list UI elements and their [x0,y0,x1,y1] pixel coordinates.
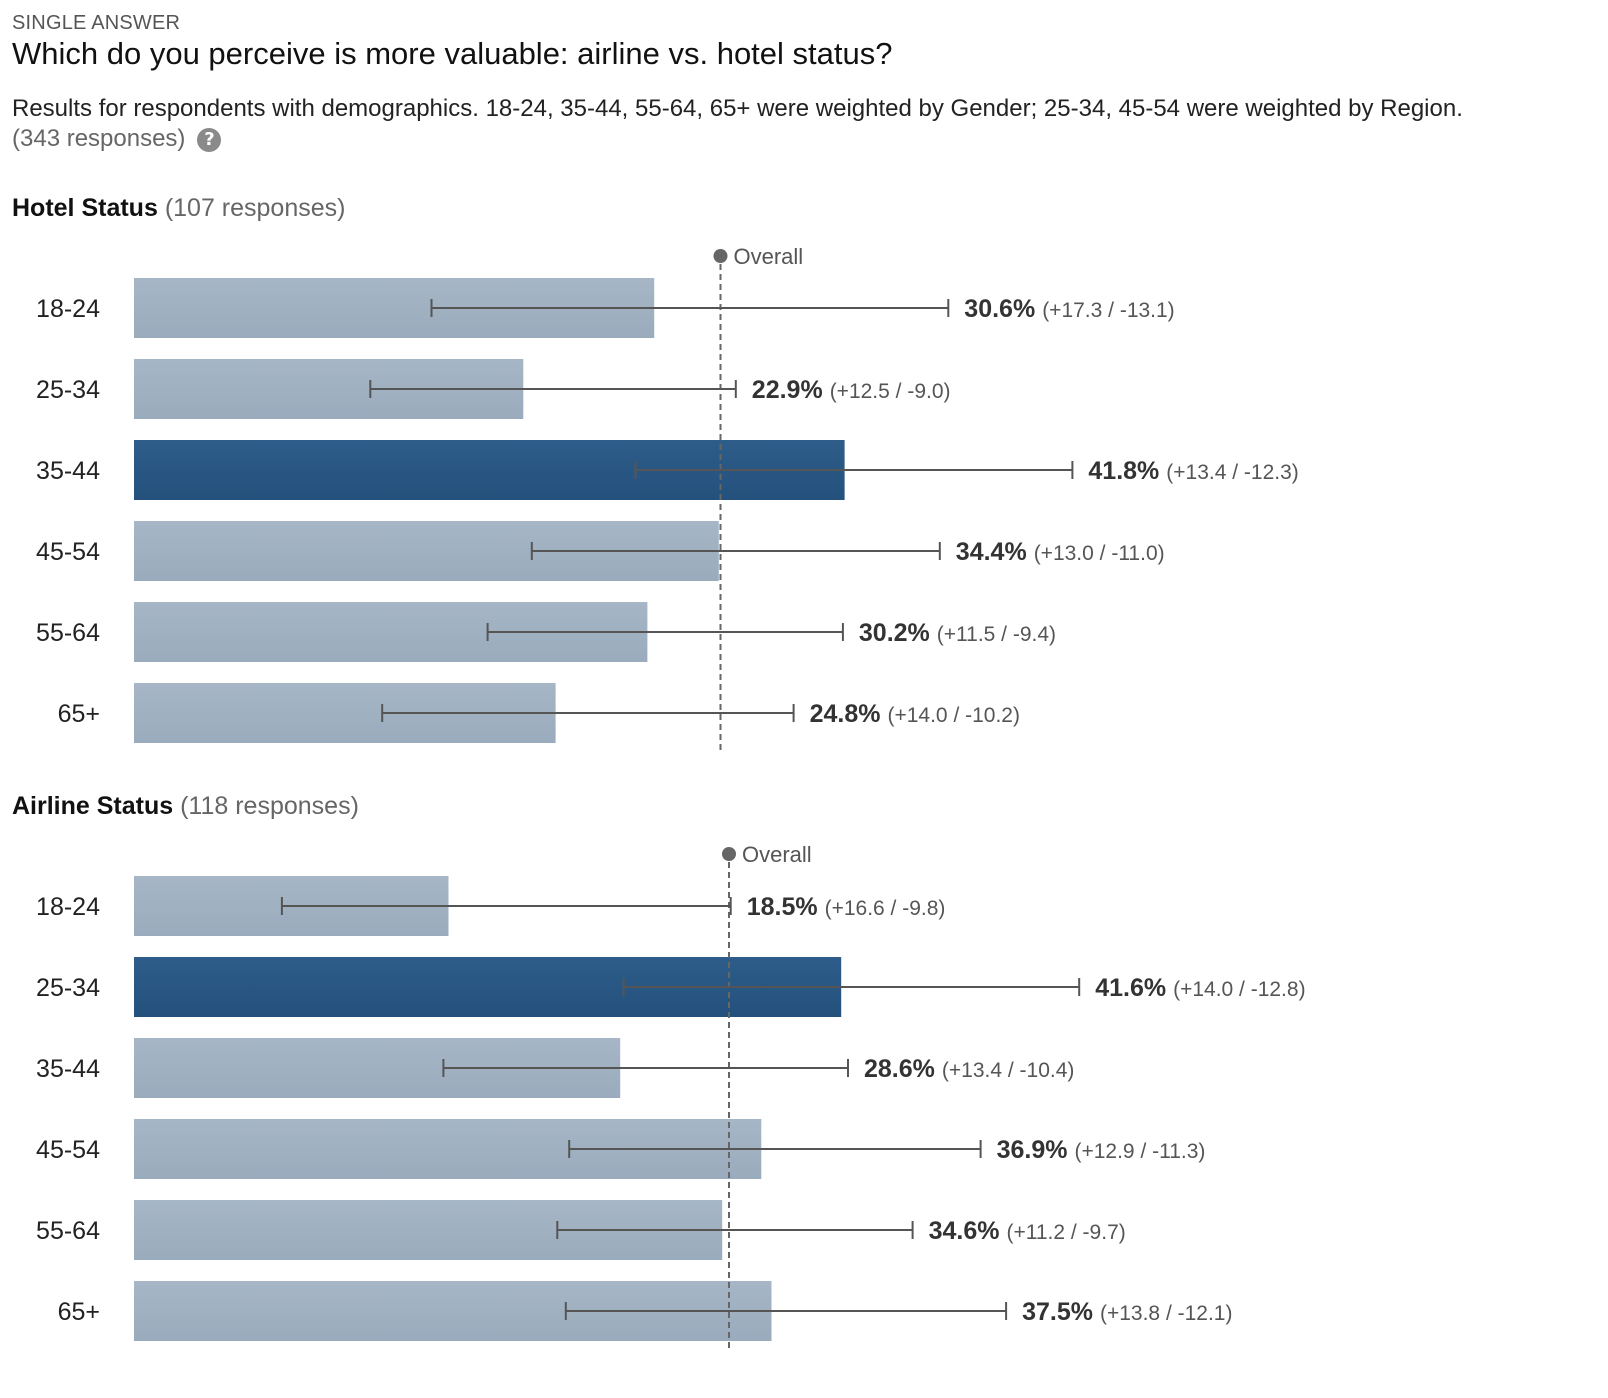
confidence-interval: (+12.9 / -11.3) [1074,1140,1205,1163]
confidence-interval: (+12.5 / -9.0) [830,380,951,403]
value-label: 34.6% (+11.2 / -9.7) [929,1217,1126,1245]
value-percent: 24.8% [810,700,881,728]
question-response-count: (343 responses) [12,125,186,152]
category-label: 65+ [58,700,100,728]
value-label: 22.9% (+12.5 / -9.0) [752,376,951,404]
value-label: 30.2% (+11.5 / -9.4) [859,619,1056,647]
category-label: 35-44 [36,1055,100,1083]
value-label: 36.9% (+12.9 / -11.3) [997,1136,1206,1164]
confidence-interval: (+14.0 / -10.2) [887,704,1020,727]
value-label: 37.5% (+13.8 / -12.1) [1022,1298,1232,1326]
value-label: 41.6% (+14.0 / -12.8) [1095,974,1305,1002]
category-label: 45-54 [36,1136,100,1164]
value-percent: 36.9% [997,1136,1068,1164]
value-percent: 28.6% [864,1055,935,1083]
category-label: 35-44 [36,457,100,485]
category-label: 55-64 [36,1217,100,1245]
confidence-interval: (+16.6 / -9.8) [825,897,946,920]
confidence-interval: (+13.0 / -11.0) [1034,542,1165,565]
error-bar [430,299,950,317]
value-label: 28.6% (+13.4 / -10.4) [864,1055,1074,1083]
value-label: 18.5% (+16.6 / -9.8) [747,893,946,921]
error-bar [556,1221,914,1239]
value-label: 34.4% (+13.0 / -11.0) [956,538,1165,566]
overall-marker-icon [722,847,736,861]
error-bar [568,1140,982,1158]
confidence-interval: (+11.5 / -9.4) [937,623,1056,646]
value-label: 30.6% (+17.3 / -13.1) [964,295,1174,323]
error-bar [369,380,737,398]
category-label: 18-24 [36,893,100,921]
hotel-status-chart: 18-24 25-34 35-44 45-54 55-64 65+ Overall 30.6%… [36,244,1299,753]
error-bar [530,542,941,560]
value-percent: 18.5% [747,893,818,921]
confidence-interval: (+13.8 / -12.1) [1100,1302,1233,1325]
overall-label: Overall [742,842,812,867]
confidence-interval: (+14.0 / -12.8) [1173,978,1306,1001]
error-bar [634,461,1074,479]
question-type-label: SINGLE ANSWER [12,12,181,34]
airline-status-title: Airline Status [12,792,174,820]
category-label: 25-34 [36,376,100,404]
value-percent: 41.8% [1088,457,1159,485]
confidence-interval: (+11.2 / -9.7) [1006,1221,1125,1244]
category-label: 65+ [58,1298,100,1326]
value-label: 24.8% (+14.0 / -10.2) [810,700,1020,728]
category-label: 25-34 [36,974,100,1002]
confidence-interval: (+13.4 / -10.4) [942,1059,1075,1082]
error-bar [442,1059,849,1077]
question-title: Which do you perceive is more valuable: … [12,36,893,71]
airline-status-response-count: (118 responses) [180,792,359,820]
hotel-status-response-count: (107 responses) [164,194,346,222]
overall-marker-icon [713,249,728,263]
airline-status-chart: 18-24 25-34 35-44 45-54 55-64 65+ Overall 18.5%… [36,842,1306,1351]
question-responses-row: (343 responses)? [12,124,222,154]
value-label: 41.8% (+13.4 / -12.3) [1088,457,1298,485]
question-circle-icon[interactable]: ? [197,128,222,152]
error-bar [486,623,844,641]
value-percent: 37.5% [1022,1298,1093,1326]
question-description: Results for respondents with demographic… [12,95,1463,122]
error-bar [564,1302,1008,1320]
category-label: 18-24 [36,295,100,323]
value-percent: 22.9% [752,376,823,404]
confidence-interval: (+17.3 / -13.1) [1042,299,1175,322]
airline-status-heading: Airline Status (118 responses) [12,792,359,821]
category-label: 55-64 [36,619,100,647]
error-bar [381,704,795,722]
hotel-status-title: Hotel Status [12,194,158,222]
value-percent: 30.6% [964,295,1035,323]
hotel-status-heading: Hotel Status (107 responses) [12,194,345,223]
error-bar [622,978,1081,996]
confidence-interval: (+13.4 / -12.3) [1166,461,1299,484]
value-percent: 30.2% [859,619,930,647]
value-percent: 34.6% [929,1217,1000,1245]
error-bar [280,897,732,915]
value-percent: 34.4% [956,538,1027,566]
category-label: 45-54 [36,538,100,566]
value-percent: 41.6% [1095,974,1166,1002]
overall-label: Overall [734,244,804,269]
